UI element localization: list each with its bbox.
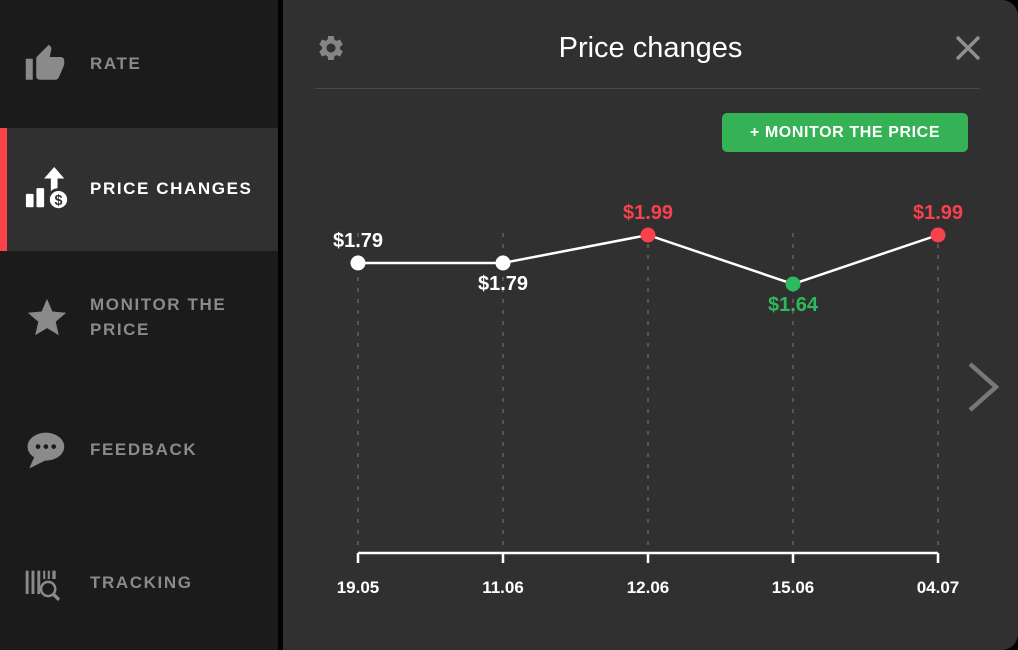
sidebar: RATE $ PRICE CHANGES MONITOR THE PRICE bbox=[0, 0, 278, 650]
star-icon bbox=[24, 295, 76, 341]
price-line-chart: $1.79 $1.79 $1.99 $1.64 $1.99 19.05 11.06 12.06… bbox=[333, 202, 963, 597]
price-growth-icon: $ bbox=[24, 166, 76, 213]
monitor-the-price-button[interactable]: + MONITOR THE PRICE bbox=[722, 113, 968, 152]
sidebar-item-label: MONITOR THE PRICE bbox=[90, 295, 227, 339]
chart-point bbox=[785, 276, 801, 292]
sidebar-item-rate[interactable]: RATE bbox=[0, 0, 278, 128]
chart-point bbox=[495, 255, 511, 271]
sidebar-item-label: RATE bbox=[90, 53, 142, 73]
chart-point bbox=[350, 255, 366, 271]
gear-icon[interactable] bbox=[316, 33, 346, 63]
x-axis-label: 04.07 bbox=[917, 578, 960, 597]
x-axis-label: 12.06 bbox=[627, 578, 670, 597]
chart-point bbox=[640, 227, 656, 243]
price-label: $1.99 bbox=[623, 202, 673, 224]
price-label: $1.64 bbox=[768, 294, 819, 316]
next-page-button[interactable] bbox=[967, 361, 1000, 413]
x-axis-label: 11.06 bbox=[482, 578, 524, 597]
svg-text:$: $ bbox=[55, 192, 63, 208]
thumb-up-icon bbox=[24, 43, 76, 85]
sidebar-item-feedback[interactable]: FEEDBACK bbox=[0, 384, 278, 517]
sidebar-item-label: TRACKING bbox=[90, 573, 193, 593]
sidebar-item-tracking[interactable]: TRACKING bbox=[0, 517, 278, 650]
close-icon[interactable] bbox=[950, 30, 986, 66]
sidebar-item-label: FEEDBACK bbox=[90, 440, 198, 460]
price-changes-panel: Price changes + MONITOR THE PRICE $1.79 $… bbox=[283, 0, 1018, 650]
page-title: Price changes bbox=[558, 32, 743, 64]
barcode-search-icon bbox=[24, 564, 76, 604]
x-axis-label: 15.06 bbox=[772, 578, 815, 597]
sidebar-item-price-changes[interactable]: $ PRICE CHANGES bbox=[0, 128, 278, 251]
x-axis-label: 19.05 bbox=[337, 578, 380, 597]
price-label: $1.79 bbox=[478, 273, 528, 295]
chevron-right-icon bbox=[968, 362, 1000, 412]
chat-bubble-icon bbox=[24, 430, 76, 472]
header-divider bbox=[315, 88, 980, 89]
price-label: $1.99 bbox=[913, 202, 963, 224]
sidebar-item-monitor-the-price[interactable]: MONITOR THE PRICE bbox=[0, 251, 278, 384]
chart-point bbox=[930, 227, 946, 243]
price-label: $1.79 bbox=[333, 230, 383, 252]
sidebar-item-label: PRICE CHANGES bbox=[90, 179, 253, 199]
